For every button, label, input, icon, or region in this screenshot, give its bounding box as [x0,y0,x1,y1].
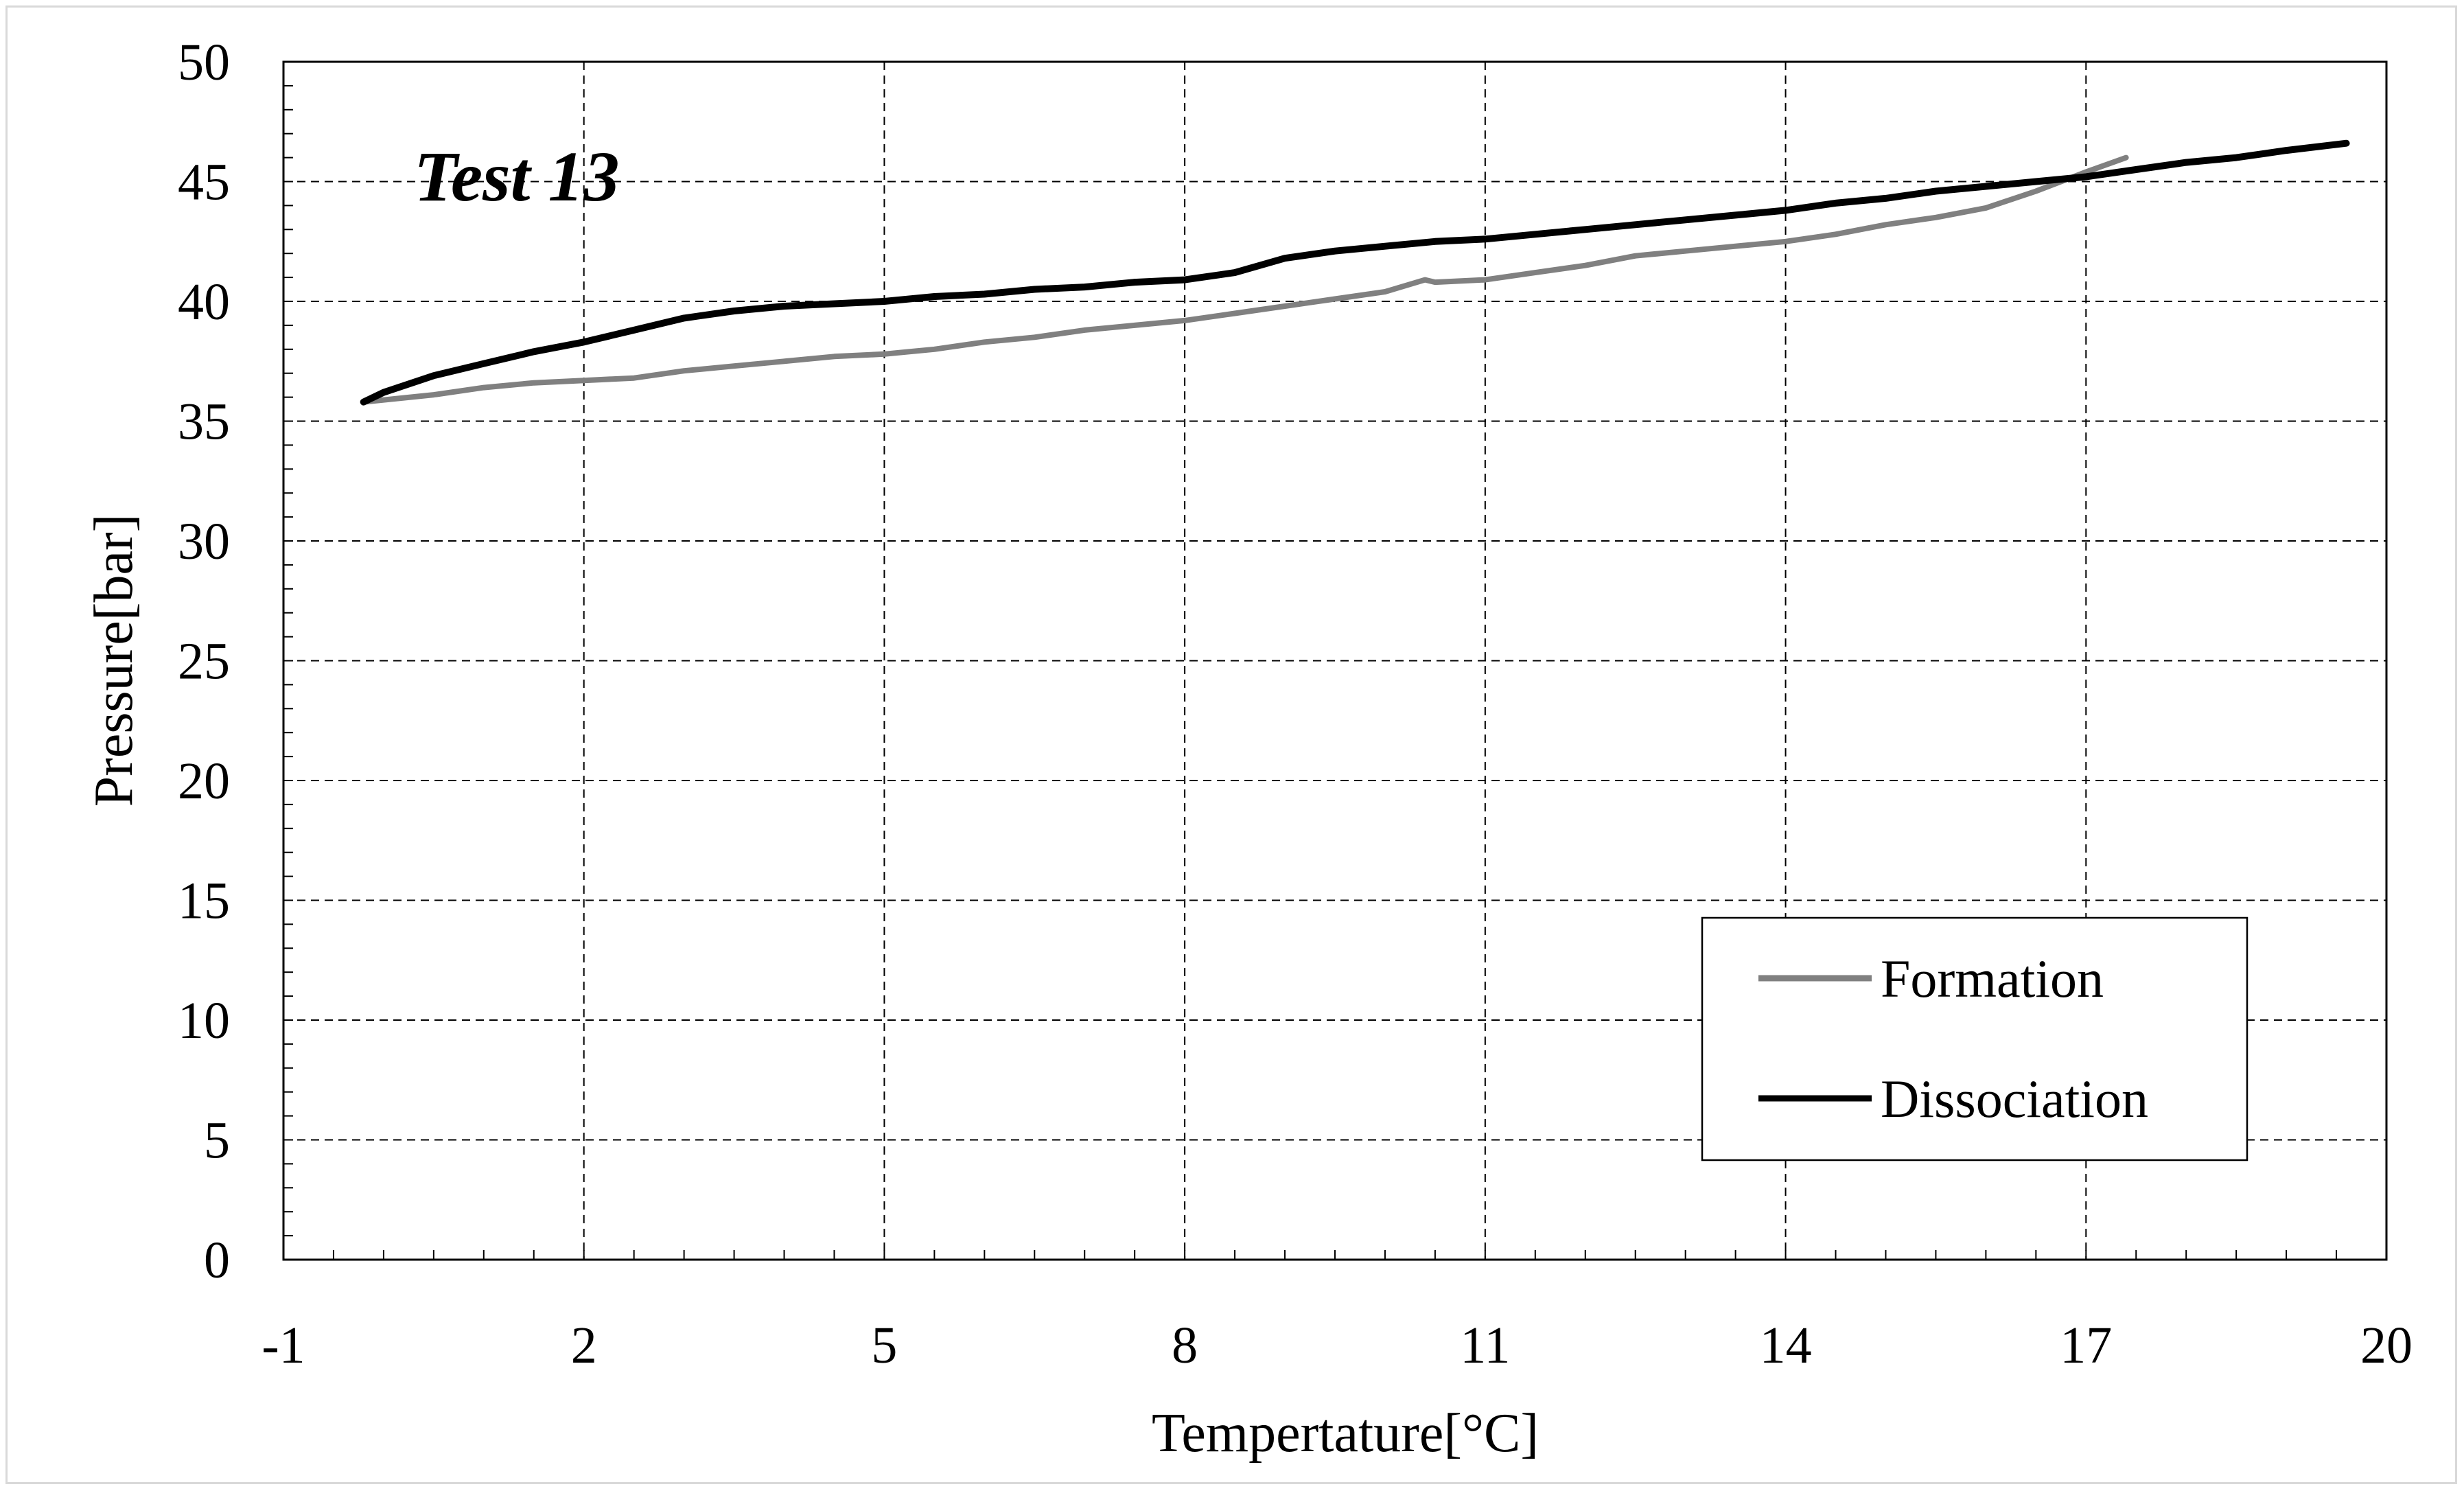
x-tick-label: 8 [1172,1317,1198,1374]
x-axis-title: Tempertature[°C] [1152,1403,1539,1464]
y-tick-label: 25 [178,633,230,691]
x-tick-label: 20 [2360,1317,2413,1374]
series-line-dissociation [360,139,2350,406]
x-tick-label: 5 [871,1317,897,1374]
series-layer [360,139,2350,406]
x-tick-label: 11 [1460,1317,1510,1374]
chart-annotation: Test 13 [414,137,620,216]
y-axis-title: Pressure[bar] [84,514,144,807]
y-tick-label: 5 [204,1112,230,1170]
y-tick-label: 35 [178,393,230,451]
series-line-formation [360,154,2129,405]
x-tick-label: 14 [1760,1317,1812,1374]
minor-ticks [283,61,2387,1260]
legend: Formation Dissociation [1701,916,2248,1161]
x-tick-label: 2 [571,1317,597,1374]
y-tick-label: 20 [178,752,230,810]
legend-label-dissociation: Dissociation [1881,1069,2148,1129]
y-tick-label: 15 [178,872,230,930]
x-tick-label: -1 [261,1317,305,1374]
plot-border [282,60,2388,1261]
y-tick-labels: 0 5 10 15 20 25 30 35 40 45 50 [178,34,230,1289]
grid [283,62,2386,1260]
y-tick-label: 30 [178,513,230,570]
legend-label-formation: Formation [1881,949,2104,1008]
x-tick-labels: -1 2 5 8 11 14 17 20 [261,1317,2413,1374]
y-tick-label: 45 [178,154,230,211]
y-tick-label: 40 [178,273,230,331]
y-tick-label: 50 [178,34,230,91]
y-tick-label: 0 [204,1232,230,1289]
y-tick-label: 10 [178,992,230,1050]
x-tick-label: 17 [2060,1317,2112,1374]
legend-box [1701,916,2248,1161]
